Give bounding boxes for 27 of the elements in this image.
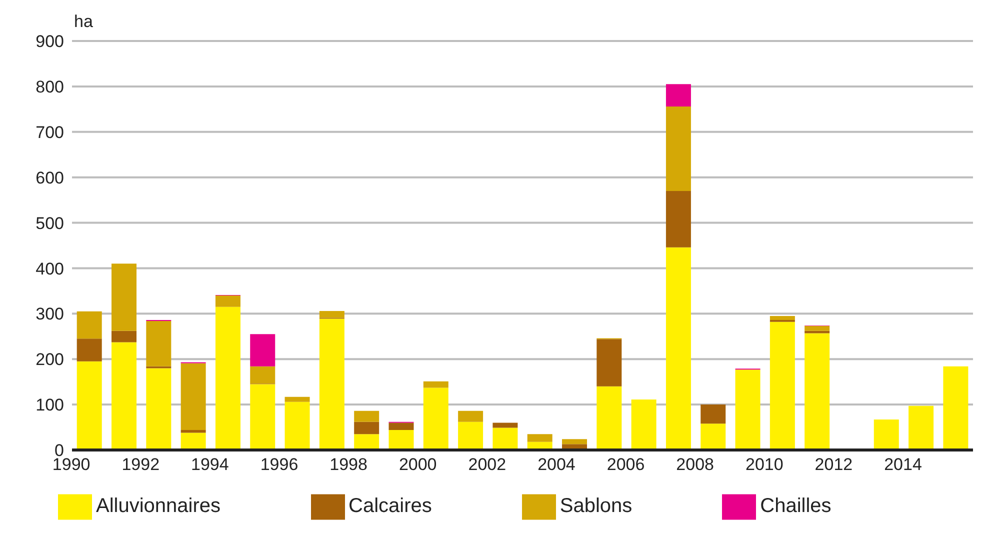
legend-label: Calcaires (348, 495, 432, 518)
y-tick-label: 400 (36, 259, 64, 278)
y-tick-label: 600 (36, 168, 64, 188)
legend-label: Sablons (560, 495, 632, 518)
x-tick-label: 2008 (676, 455, 714, 474)
x-tick-label: 2002 (468, 455, 506, 474)
x-tick-label: 2014 (884, 455, 922, 474)
y-tick-label: 800 (36, 77, 64, 96)
x-tick-label: 1994 (191, 455, 229, 474)
y-axis-title: ha (74, 12, 93, 32)
y-tick-label: 500 (36, 214, 64, 233)
x-tick-label: 1992 (122, 455, 160, 474)
legend-label: Alluvionnaires (96, 495, 221, 518)
x-tick-label: 1996 (260, 455, 298, 474)
x-tick-label: 2010 (745, 455, 784, 474)
x-tick-label: 2004 (538, 455, 576, 474)
y-tick-label: 900 (36, 32, 64, 52)
y-tick-label: 300 (36, 304, 64, 324)
y-tick-label: 100 (36, 396, 64, 415)
x-tick-label: 2006 (606, 455, 645, 474)
legend-label: Chailles (760, 495, 832, 518)
x-tick-label: 2000 (398, 455, 437, 474)
x-tick-label: 2012 (814, 455, 853, 474)
x-tick-label: 1990 (52, 455, 90, 474)
x-tick-label: 1998 (330, 455, 368, 474)
y-tick-label: 700 (36, 122, 64, 142)
y-tick-label: 200 (36, 350, 64, 370)
